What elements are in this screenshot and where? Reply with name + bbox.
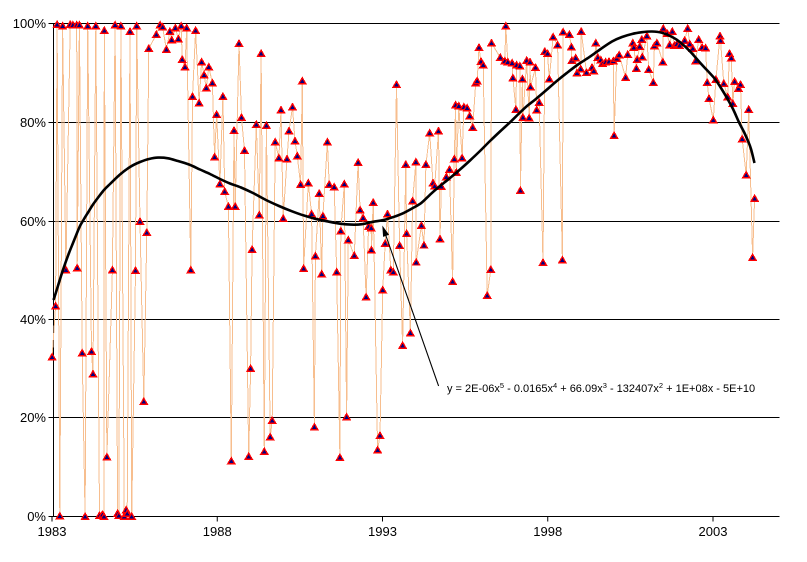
svg-text:80%: 80% [20, 115, 46, 130]
svg-text:20%: 20% [20, 410, 46, 425]
svg-text:0%: 0% [27, 509, 46, 524]
svg-text:100%: 100% [13, 16, 47, 31]
svg-text:y = 2E-06x5 - 0.0165x4 + 66.09: y = 2E-06x5 - 0.0165x4 + 66.09x3 - 13240… [447, 381, 755, 395]
svg-text:1993: 1993 [368, 524, 397, 539]
svg-text:40%: 40% [20, 312, 46, 327]
svg-text:1983: 1983 [38, 524, 67, 539]
svg-text:60%: 60% [20, 214, 46, 229]
svg-text:2003: 2003 [699, 524, 728, 539]
svg-text:1988: 1988 [203, 524, 232, 539]
svg-text:1998: 1998 [533, 524, 562, 539]
